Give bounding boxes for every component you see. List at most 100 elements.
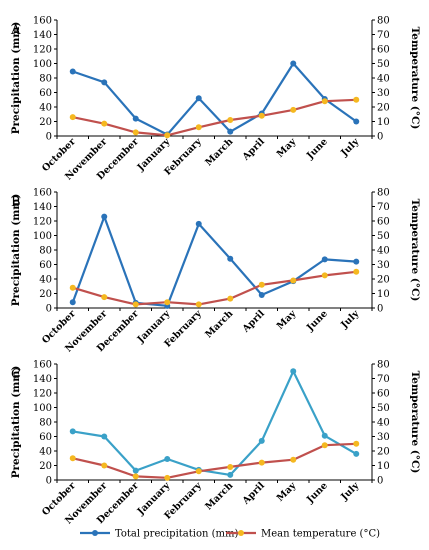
- temperature-line: [72, 442, 357, 479]
- panel-label: B: [11, 195, 21, 210]
- left-tick-label: 160: [33, 360, 52, 371]
- x-tick-label: July: [338, 136, 361, 159]
- precipitation-line: [72, 370, 357, 476]
- temperature-point: [132, 473, 139, 480]
- precipitation-point: [164, 455, 171, 462]
- left-tick-label: 120: [33, 389, 52, 400]
- right-tick-label: 40: [377, 74, 390, 85]
- precipitation-point: [227, 128, 234, 135]
- precipitation-point: [353, 118, 360, 125]
- x-tick-label: May: [275, 308, 299, 332]
- precipitation-point: [101, 433, 108, 440]
- x-tick-label: April: [240, 308, 267, 335]
- panel-label: C: [11, 367, 21, 382]
- temperature-line: [72, 98, 357, 137]
- right-tick-label: 50: [377, 403, 390, 414]
- right-axis-title: Temperature (°C): [409, 371, 421, 474]
- legend-label-1: Mean temperature (°C): [261, 529, 380, 540]
- x-tick-label: June: [304, 136, 330, 162]
- temperature-point: [290, 277, 297, 284]
- left-tick-label: 80: [39, 418, 52, 429]
- precipitation-point: [195, 220, 202, 227]
- precipitation-point: [321, 256, 328, 263]
- left-tick-label: 100: [33, 231, 52, 242]
- left-tick-label: 120: [33, 45, 52, 56]
- x-tick-label: March: [203, 136, 235, 168]
- temperature-point: [69, 114, 76, 121]
- precipitation-point: [227, 471, 234, 478]
- x-tick-label: July: [338, 308, 361, 331]
- left-tick-label: 80: [39, 246, 52, 257]
- left-tick-label: 40: [39, 275, 52, 286]
- x-tick-label: April: [240, 136, 267, 163]
- left-tick-label: 100: [33, 59, 52, 70]
- chart-panel-a: A02040608010012014016001020304050607080O…: [10, 16, 421, 183]
- precipitation-point: [290, 60, 297, 67]
- right-tick-label: 50: [377, 59, 390, 70]
- temperature-point: [321, 442, 328, 449]
- precipitation-point: [321, 432, 328, 439]
- x-tick-label: May: [275, 480, 299, 504]
- right-tick-label: 60: [377, 45, 390, 56]
- chart-panel-c: C02040608010012014016001020304050607080O…: [10, 360, 421, 527]
- x-tick-label: March: [203, 308, 235, 340]
- left-tick-label: 120: [33, 217, 52, 228]
- left-tick-label: 140: [33, 202, 52, 213]
- left-tick-label: 160: [33, 16, 52, 27]
- right-tick-label: 70: [377, 202, 390, 213]
- right-tick-label: 50: [377, 231, 390, 242]
- precipitation-point: [258, 437, 265, 444]
- right-tick-label: 40: [377, 418, 390, 429]
- temperature-point: [227, 295, 234, 302]
- chart-panel-b: B02040608010012014016001020304050607080O…: [10, 188, 421, 355]
- x-tick-label: June: [304, 308, 330, 334]
- right-tick-label: 70: [377, 30, 390, 41]
- x-tick-label: March: [203, 480, 235, 512]
- temperature-point: [258, 281, 265, 288]
- right-tick-label: 20: [377, 103, 390, 114]
- right-axis-title: Temperature (°C): [409, 27, 421, 130]
- right-tick-label: 40: [377, 246, 390, 257]
- temperature-point: [69, 284, 76, 291]
- left-tick-label: 0: [46, 304, 52, 315]
- left-tick-label: 20: [39, 289, 52, 300]
- right-tick-label: 20: [377, 447, 390, 458]
- temperature-point: [101, 294, 108, 301]
- left-tick-label: 40: [39, 103, 52, 114]
- left-tick-label: 0: [46, 132, 52, 143]
- left-axis-title: Precipitation (mm): [10, 194, 22, 307]
- right-tick-label: 10: [377, 461, 390, 472]
- left-tick-label: 60: [39, 88, 52, 99]
- temperature-point: [101, 462, 108, 469]
- right-tick-label: 10: [377, 289, 390, 300]
- right-tick-label: 60: [377, 389, 390, 400]
- right-tick-label: 0: [377, 476, 383, 487]
- right-axis-title: Temperature (°C): [409, 199, 421, 302]
- temperature-point: [258, 112, 265, 119]
- precipitation-point: [132, 467, 139, 474]
- right-tick-label: 80: [377, 360, 390, 371]
- temperature-point: [321, 98, 328, 105]
- precipitation-point: [132, 115, 139, 122]
- right-tick-label: 80: [377, 188, 390, 199]
- right-tick-label: 80: [377, 16, 390, 27]
- x-tick-label: May: [275, 136, 299, 160]
- temperature-point: [101, 120, 108, 127]
- temperature-point: [69, 455, 76, 462]
- left-tick-label: 80: [39, 74, 52, 85]
- temperature-point: [164, 474, 171, 481]
- x-tick-label: April: [240, 480, 267, 507]
- temperature-point: [164, 132, 171, 139]
- temperature-point: [290, 456, 297, 463]
- temperature-point: [353, 96, 360, 103]
- left-tick-label: 20: [39, 117, 52, 128]
- left-tick-label: 100: [33, 403, 52, 414]
- temperature-point: [227, 117, 234, 124]
- right-tick-label: 0: [377, 304, 383, 315]
- temperature-point: [321, 272, 328, 279]
- left-tick-label: 140: [33, 30, 52, 41]
- legend-marker-0: [92, 530, 98, 536]
- temperature-point: [353, 268, 360, 275]
- left-tick-label: 20: [39, 461, 52, 472]
